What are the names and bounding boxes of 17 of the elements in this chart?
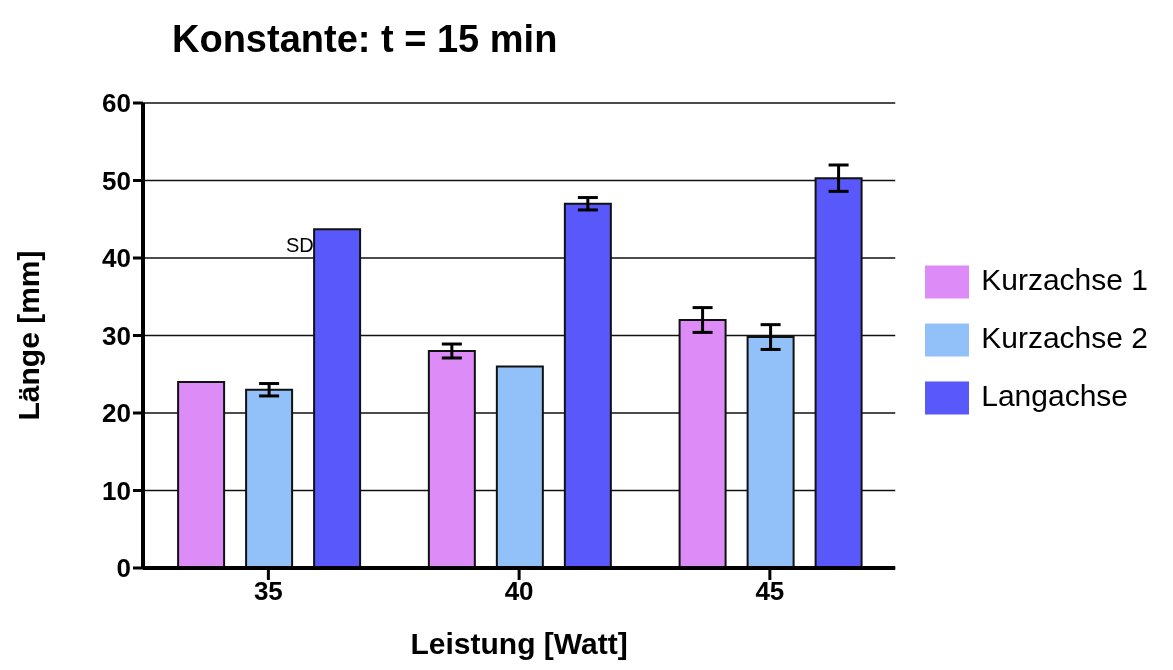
- y-tick-label: 40: [102, 243, 131, 274]
- legend-label: Kurzachse 2: [981, 321, 1148, 354]
- y-tick-label: 60: [102, 88, 131, 119]
- x-tick-label: 35: [253, 576, 283, 607]
- legend-label: Kurzachse 1: [981, 263, 1148, 296]
- y-tick-label: 20: [102, 398, 131, 429]
- x-tick-label: 40: [504, 576, 534, 607]
- legend-label: Langachse: [981, 379, 1129, 412]
- y-tick-label: 0: [116, 553, 131, 584]
- x-tick-label: 45: [755, 576, 785, 607]
- y-tick-label: 10: [102, 475, 131, 506]
- chart-title: Konstante: t = 15 min: [172, 18, 558, 61]
- y-tick-label: 50: [102, 165, 131, 196]
- annotation: SD: [286, 234, 314, 257]
- y-axis-title: Länge [mm]: [11, 250, 45, 421]
- x-axis-title: Leistung [Watt]: [410, 627, 628, 660]
- y-tick-label: 30: [102, 320, 131, 351]
